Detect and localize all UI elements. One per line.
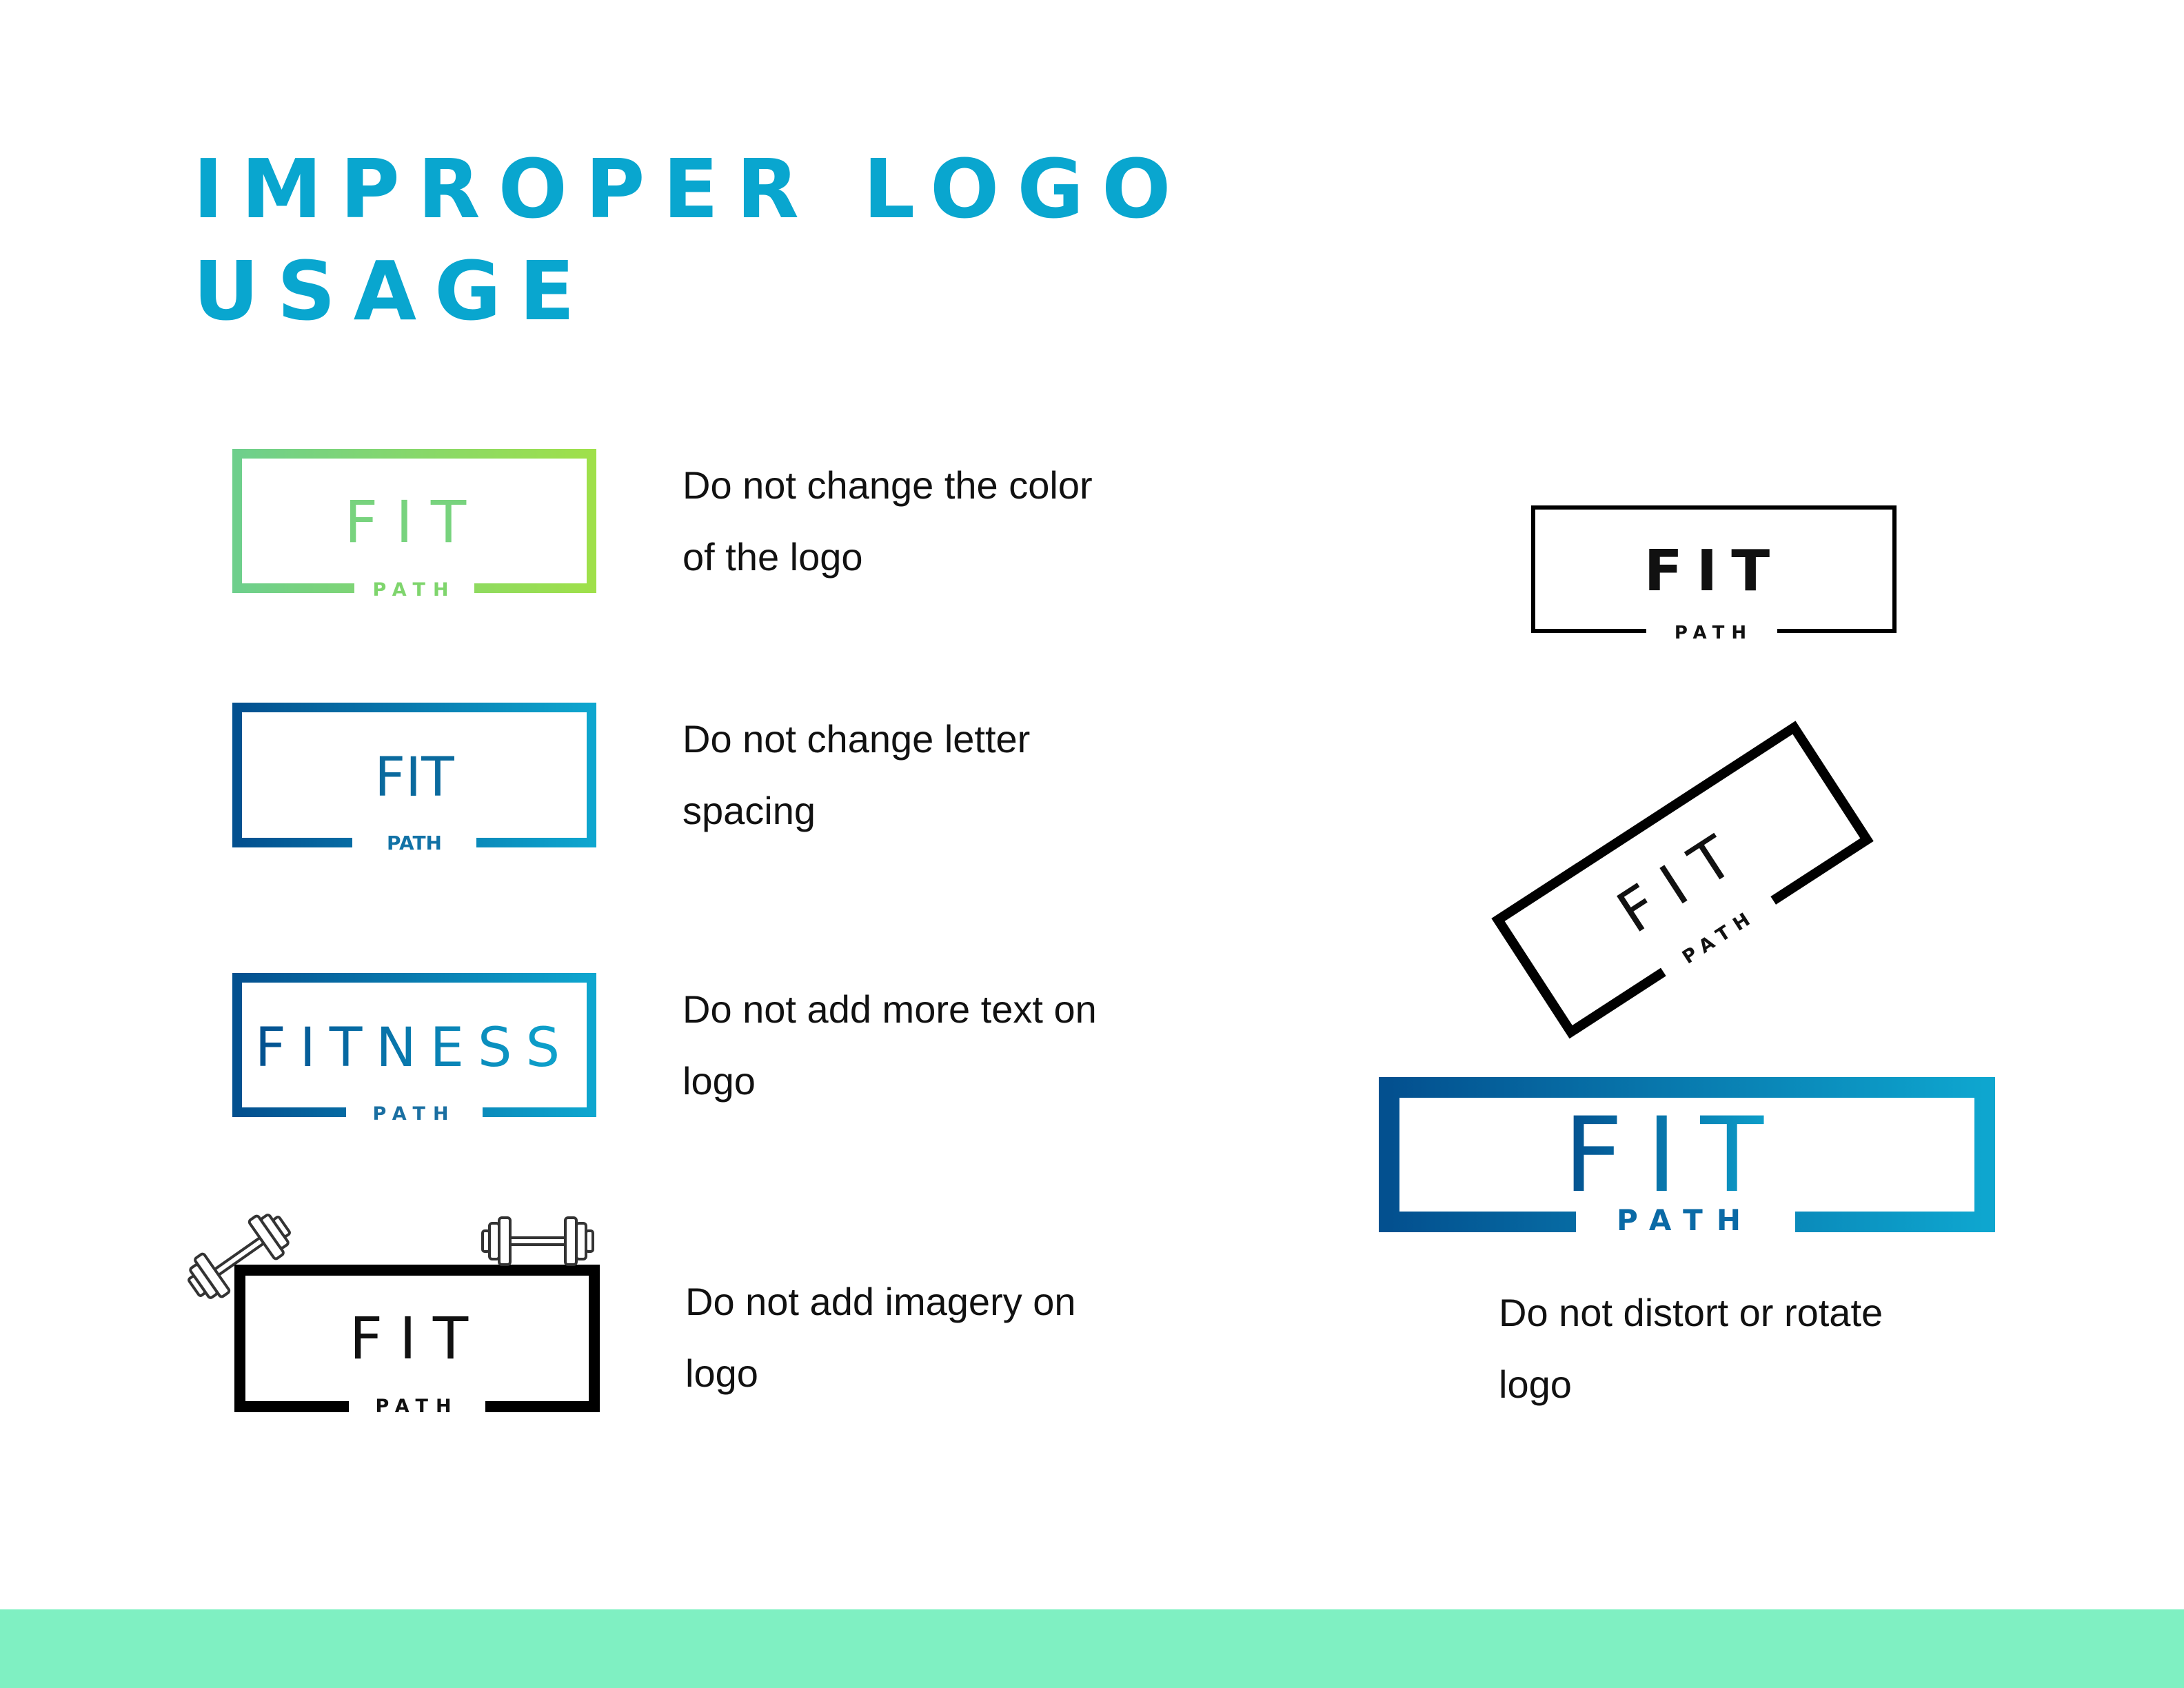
logo-example-more-text: FITNESS PATH — [232, 973, 596, 1125]
caption-distort: Do not distort or rotate logo — [1499, 1291, 1883, 1406]
logo-frame — [234, 1265, 600, 1412]
logo-sub: PATH — [375, 1396, 458, 1417]
logo-sub: PATH — [372, 579, 456, 601]
logo-word: FIT — [1644, 539, 1783, 604]
dumbbell-icon — [188, 1214, 291, 1299]
caption-imagery: Do not add imagery on logo — [685, 1280, 1076, 1395]
logo-word: FIT — [345, 488, 484, 556]
logo-sub: PATH — [387, 832, 442, 854]
page-title: IMPROPER LOGO USAGE — [193, 141, 1189, 339]
caption-spacing: Do not change letter spacing — [682, 717, 1031, 832]
logo-word: FIT — [374, 747, 454, 809]
logo-sub: PATH — [1675, 623, 1753, 643]
logo-sub: PATH — [1617, 1203, 1755, 1237]
logo-example-distorted: FIT PATH — [1379, 1077, 1995, 1237]
logo-sub: PATH — [372, 1103, 456, 1125]
logo-frame — [1379, 1077, 1995, 1232]
logo-example-spacing: FIT PATH — [232, 703, 596, 854]
logo-word: FITNESS — [255, 1017, 574, 1079]
logo-frame — [232, 973, 596, 1117]
caption-more-text: Do not add more text on logo — [682, 987, 1097, 1103]
dumbbell-icon — [481, 1216, 594, 1266]
logo-frame — [232, 449, 596, 593]
logo-example-imagery: FIT PATH — [234, 1265, 600, 1417]
logo-frame — [1531, 505, 1897, 633]
logo-reference: FIT PATH — [1531, 505, 1897, 643]
logo-frame — [232, 703, 596, 847]
caption-color: Do not change the color of the logo — [682, 463, 1093, 579]
footer-band — [0, 1609, 2184, 1688]
logo-example-rotated: FIT PATH — [1491, 721, 1874, 1039]
logo-word: FIT — [1564, 1096, 1787, 1216]
logo-frame — [1491, 721, 1874, 1039]
logo-example-color: FIT PATH — [232, 449, 596, 601]
logo-word: FIT — [350, 1305, 485, 1372]
